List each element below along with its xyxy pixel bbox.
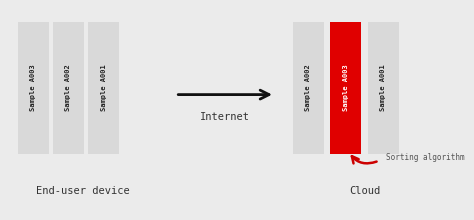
Text: End-user device: End-user device — [36, 186, 130, 196]
FancyBboxPatch shape — [53, 22, 84, 154]
FancyBboxPatch shape — [88, 22, 119, 154]
Text: Sample A003: Sample A003 — [343, 65, 349, 111]
FancyBboxPatch shape — [368, 22, 399, 154]
Text: Sorting algorithm: Sorting algorithm — [386, 153, 465, 162]
Text: Sample A001: Sample A001 — [100, 65, 107, 111]
FancyBboxPatch shape — [330, 22, 361, 154]
Text: Internet: Internet — [200, 112, 250, 122]
Text: Cloud: Cloud — [349, 186, 381, 196]
Text: Sample A002: Sample A002 — [65, 65, 72, 111]
Text: Sample A002: Sample A002 — [305, 65, 311, 111]
Text: Sample A003: Sample A003 — [30, 65, 36, 111]
Text: Sample A001: Sample A001 — [380, 65, 386, 111]
FancyBboxPatch shape — [293, 22, 324, 154]
FancyBboxPatch shape — [18, 22, 49, 154]
